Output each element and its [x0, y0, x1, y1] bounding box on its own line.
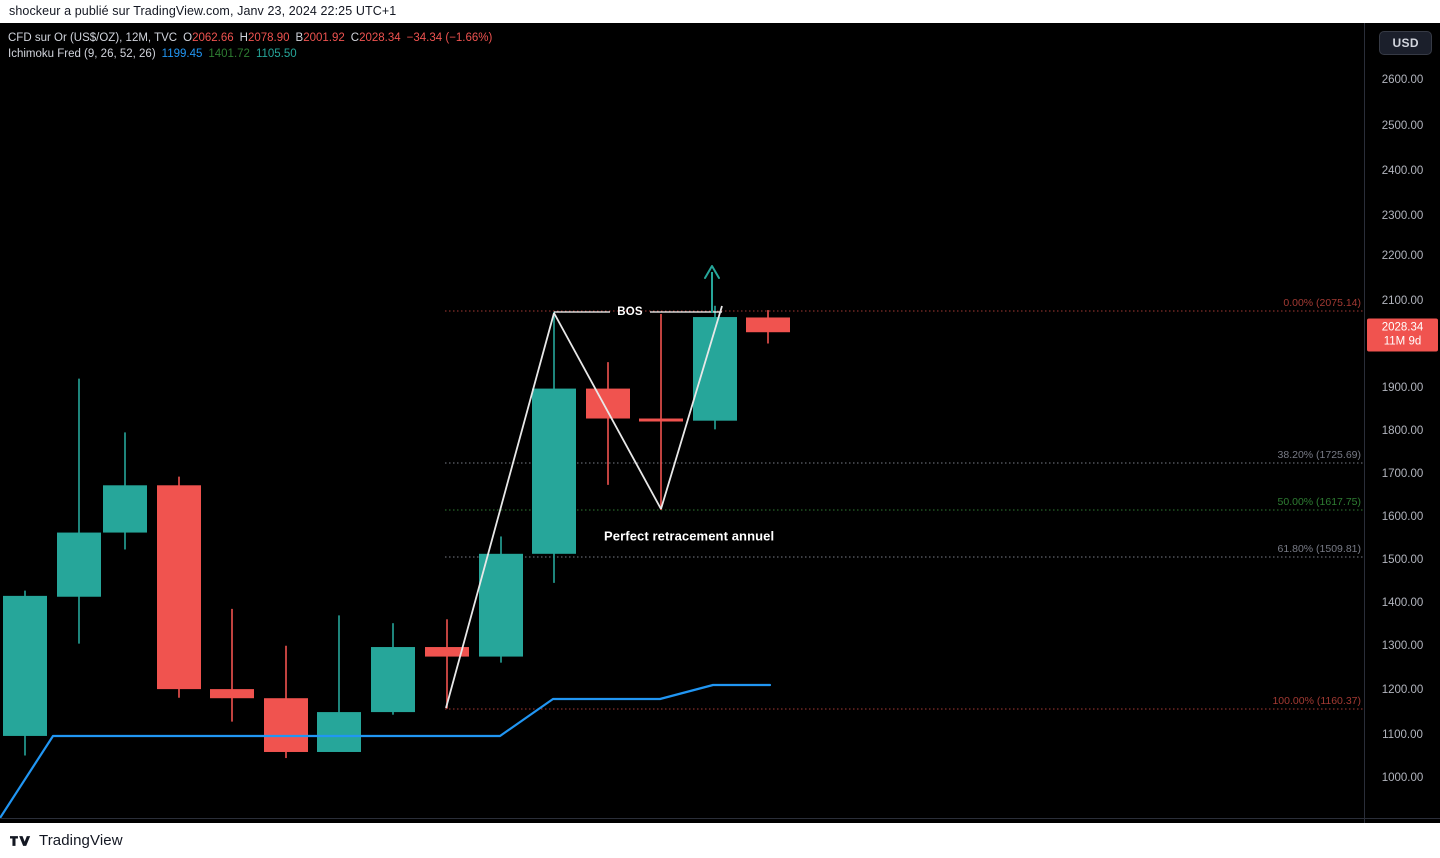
fib-level-label: 61.80% (1509.81) — [1277, 543, 1361, 555]
price-axis-tick: 1800.00 — [1381, 425, 1424, 437]
legend-indicator-value-2: 1401.72 — [208, 47, 250, 60]
candle-body — [3, 595, 47, 736]
legend-symbol: CFD sur Or (US$/OZ), 12M, TVC — [8, 32, 178, 44]
candlestick[interactable] — [746, 310, 790, 344]
candlestick[interactable] — [586, 362, 630, 485]
candle-body — [479, 553, 523, 657]
legend-indicator-value-3: 1105.50 — [255, 47, 297, 60]
price-axis-tick: 2500.00 — [1381, 120, 1424, 132]
candlestick[interactable] — [371, 623, 415, 715]
legend-open-value: 2062.66 — [192, 32, 234, 44]
tradingview-brand-label: TradingView — [39, 832, 123, 849]
candlestick[interactable] — [479, 536, 523, 663]
legend-low-label: B — [295, 32, 304, 44]
candle-body — [586, 388, 630, 419]
candle-body — [103, 485, 147, 533]
price-axis-tick: 1400.00 — [1381, 597, 1424, 609]
fib-level-label: 50.00% (1617.75) — [1277, 496, 1361, 508]
fib-level-label: 100.00% (1160.37) — [1272, 695, 1361, 707]
candlestick[interactable] — [264, 645, 308, 759]
annotation-bos: BOS — [617, 306, 643, 318]
candle-body — [264, 698, 308, 752]
currency-badge[interactable]: USD — [1379, 31, 1432, 55]
price-axis-tick: 1700.00 — [1381, 468, 1424, 480]
legend-symbol-row[interactable]: CFD sur Or (US$/OZ), 12M, TVC O2062.66 H20… — [8, 31, 492, 47]
legend-open-label: O — [183, 32, 193, 44]
price-axis-tick: 1300.00 — [1381, 640, 1424, 652]
candle-body — [210, 689, 254, 699]
price-axis-tick: 1100.00 — [1382, 729, 1423, 741]
candlestick[interactable] — [210, 608, 254, 722]
candle-body — [371, 647, 415, 713]
candle-body — [746, 317, 790, 333]
legend-high-label: H — [239, 32, 248, 44]
arrow-head — [704, 265, 720, 279]
ichimoku-base-line — [0, 683, 772, 818]
candlestick[interactable] — [639, 314, 683, 511]
price-axis-tick: 1200.00 — [1381, 684, 1424, 696]
current-price-value: 2028.34 — [1381, 321, 1424, 334]
candlestick[interactable] — [103, 432, 147, 550]
candle-body — [693, 317, 737, 421]
trend-line-impulse-up[interactable] — [445, 312, 555, 709]
chart-legend: CFD sur Or (US$/OZ), 12M, TVC O2062.66 H20… — [8, 31, 492, 62]
legend-close-value: 2028.34 — [359, 32, 401, 44]
candlestick[interactable] — [317, 615, 361, 752]
candlestick[interactable] — [693, 305, 737, 430]
fib-level-label: 38.20% (1725.69) — [1277, 449, 1361, 461]
candlestick[interactable] — [532, 311, 576, 583]
candlestick-canvas — [0, 265, 1365, 818]
legend-low-value: 2001.92 — [303, 32, 345, 44]
price-axis-tick: 2100.00 — [1381, 295, 1424, 307]
legend-indicator-name: Ichimoku Fred (9, 26, 52, 26) — [8, 47, 156, 60]
footer-bar: TradingView — [0, 823, 1440, 858]
candlestick[interactable] — [425, 619, 469, 709]
price-axis-tick: 1000.00 — [1381, 772, 1424, 784]
up-arrow-icon — [704, 265, 720, 313]
candlestick[interactable] — [57, 378, 101, 644]
price-axis[interactable]: USD 2600.00 2500.00 2400.00 2300.00 2200.00 2… — [1365, 23, 1440, 818]
trend-line-retrace-down[interactable] — [553, 312, 662, 510]
bar-countdown: 11M 9d — [1383, 335, 1422, 347]
candle-body — [639, 418, 683, 422]
plot-right-border — [1364, 23, 1365, 818]
legend-indicator-value-1: 1199.45 — [161, 47, 203, 60]
publish-info-bar: shockeur a publié sur TradingView.com, J… — [0, 0, 1440, 23]
tradingview-logo-icon — [10, 834, 32, 848]
candle-body — [157, 485, 201, 690]
fib-level-label: 0.00% (2075.14) — [1283, 297, 1361, 309]
price-axis-tick: 2300.00 — [1381, 210, 1424, 222]
candle-body — [425, 647, 469, 657]
candle-body — [57, 532, 101, 597]
candlestick[interactable] — [3, 590, 47, 756]
candle-body — [317, 712, 361, 752]
price-axis-tick: 1600.00 — [1381, 511, 1424, 523]
legend-change: −34.34 (−1.66%) — [406, 32, 493, 44]
price-axis-tick: 2200.00 — [1381, 250, 1424, 262]
candlestick[interactable] — [157, 476, 201, 698]
price-axis-tick: 2600.00 — [1381, 74, 1424, 86]
price-axis-tick: 2400.00 — [1381, 165, 1424, 177]
price-axis-tick: 1500.00 — [1381, 554, 1424, 566]
annotation-perfect-retracement: Perfect retracement annuel — [604, 528, 775, 544]
trend-line-impulse-up-2[interactable] — [660, 305, 723, 510]
legend-high-value: 2078.90 — [247, 32, 290, 44]
chart-plot-area[interactable]: BOS Perfect retracement annuel 0.00% (20… — [0, 23, 1365, 818]
price-axis-tick: 1900.00 — [1381, 382, 1424, 394]
legend-indicator-row[interactable]: Ichimoku Fred (9, 26, 52, 26) 1199.45 1401… — [8, 47, 492, 63]
current-price-tag[interactable]: 2028.34 11M 9d — [1367, 318, 1438, 352]
candle-body — [532, 388, 576, 554]
legend-close-label: C — [350, 32, 360, 44]
chart-frame: BOS Perfect retracement annuel 0.00% (20… — [0, 23, 1440, 847]
